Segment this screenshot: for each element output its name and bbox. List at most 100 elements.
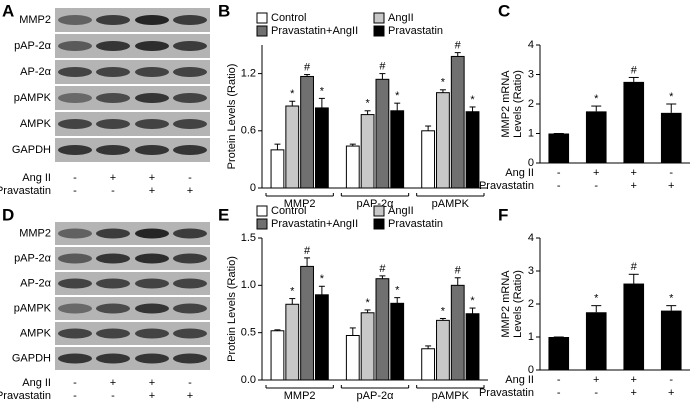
blot-band <box>135 93 169 103</box>
x-tick-label: MMP2 <box>284 198 316 210</box>
error-bar <box>318 97 325 108</box>
blot-band <box>96 278 130 289</box>
bar <box>285 105 300 189</box>
significance-mark: * <box>441 305 446 317</box>
significance-mark: * <box>441 77 446 89</box>
blot-band <box>173 93 207 103</box>
condition-sign: - <box>669 374 673 386</box>
bar <box>314 107 329 189</box>
blot-band <box>96 15 130 25</box>
legend-swatch <box>373 12 385 24</box>
blot-band <box>135 228 169 239</box>
error-bar <box>469 307 476 314</box>
error-bar <box>274 329 281 331</box>
x-tick-label: pAP-2α <box>357 198 395 210</box>
blot-row-label: GAPDH <box>12 144 51 156</box>
bar <box>285 303 300 381</box>
significance-mark: # <box>631 64 638 76</box>
error-bar <box>628 273 639 284</box>
error-bar <box>666 305 677 311</box>
significance-mark: * <box>395 285 400 297</box>
blot-band <box>135 253 169 264</box>
significance-mark: # <box>379 61 386 73</box>
legend-label: AngII <box>388 205 414 217</box>
error-bar <box>628 76 639 82</box>
condition-sign: + <box>631 167 637 179</box>
blot-strip <box>55 247 210 270</box>
legend-label: Pravastatin <box>388 25 443 37</box>
blot-band <box>96 119 130 129</box>
panel-letter: C <box>498 1 510 20</box>
blot-band <box>96 41 130 51</box>
significance-mark: # <box>304 245 311 257</box>
bar <box>360 114 375 189</box>
legend-label: Control <box>271 205 306 217</box>
bar <box>660 112 682 163</box>
bar <box>360 312 375 381</box>
significance-mark: * <box>290 285 295 297</box>
bar <box>548 133 570 163</box>
blot-row-label: pAMPK <box>14 92 52 104</box>
error-bar <box>318 285 325 295</box>
error-bar <box>289 100 296 107</box>
error-bar <box>439 317 446 321</box>
significance-mark: * <box>290 88 295 100</box>
legend-swatch <box>373 205 385 217</box>
blot-row-label: MMP2 <box>19 227 51 239</box>
y-axis-label: MMP2 mRNA <box>500 70 512 138</box>
bar <box>436 319 450 381</box>
legend-swatch <box>373 25 385 37</box>
blot-row-label: pAP-2α <box>14 252 52 264</box>
condition-sign: + <box>149 172 155 184</box>
bar <box>375 78 390 189</box>
bar <box>270 149 285 189</box>
significance-mark: * <box>470 94 475 106</box>
bar <box>421 130 436 189</box>
condition-sign: + <box>668 387 674 399</box>
condition-label: Ang II <box>22 377 51 389</box>
y-tick-label: 0 <box>528 364 534 376</box>
significance-mark: # <box>455 40 462 52</box>
condition-sign: + <box>149 390 155 402</box>
x-tick-label: pAMPK <box>432 198 470 210</box>
blot-band <box>135 328 169 339</box>
condition-sign: - <box>73 390 77 402</box>
condition-sign: - <box>188 377 192 389</box>
legend-label: AngII <box>388 12 414 24</box>
error-bar <box>394 297 401 304</box>
blot-band <box>173 145 207 155</box>
bar <box>390 110 405 189</box>
bar <box>300 75 314 189</box>
blot-band <box>135 303 169 314</box>
significance-mark: * <box>669 293 674 305</box>
error-bar <box>666 103 677 113</box>
blot-band <box>58 67 92 77</box>
panel-letter: E <box>218 205 229 224</box>
bar <box>623 283 645 370</box>
blot-band <box>58 15 92 25</box>
y-tick-label: 1.2 <box>241 68 256 80</box>
y-axis-label: Protein Levels (Ratio) <box>226 64 238 170</box>
condition-sign: + <box>593 167 599 179</box>
blot-band <box>173 41 207 51</box>
blot-band <box>58 328 92 339</box>
blot-band <box>173 253 207 264</box>
error-bar <box>349 143 356 147</box>
significance-mark: * <box>365 98 370 110</box>
condition-sign: - <box>73 377 77 389</box>
bar <box>345 145 360 189</box>
blot-row-label: AMPK <box>20 118 52 130</box>
error-bar <box>364 110 371 115</box>
condition-sign: + <box>593 374 599 386</box>
blot-band <box>58 253 92 264</box>
y-axis-label: MMP2 mRNA <box>500 270 512 338</box>
y-tick-label: 3 <box>528 265 534 277</box>
legend-label: Pravastatin+AngII <box>271 25 358 37</box>
blot-band <box>135 119 169 129</box>
blot-band <box>173 278 207 289</box>
bar <box>314 294 329 381</box>
error-bar <box>394 102 401 111</box>
condition-sign: + <box>149 185 155 197</box>
blot-row-label: AMPK <box>20 327 52 339</box>
